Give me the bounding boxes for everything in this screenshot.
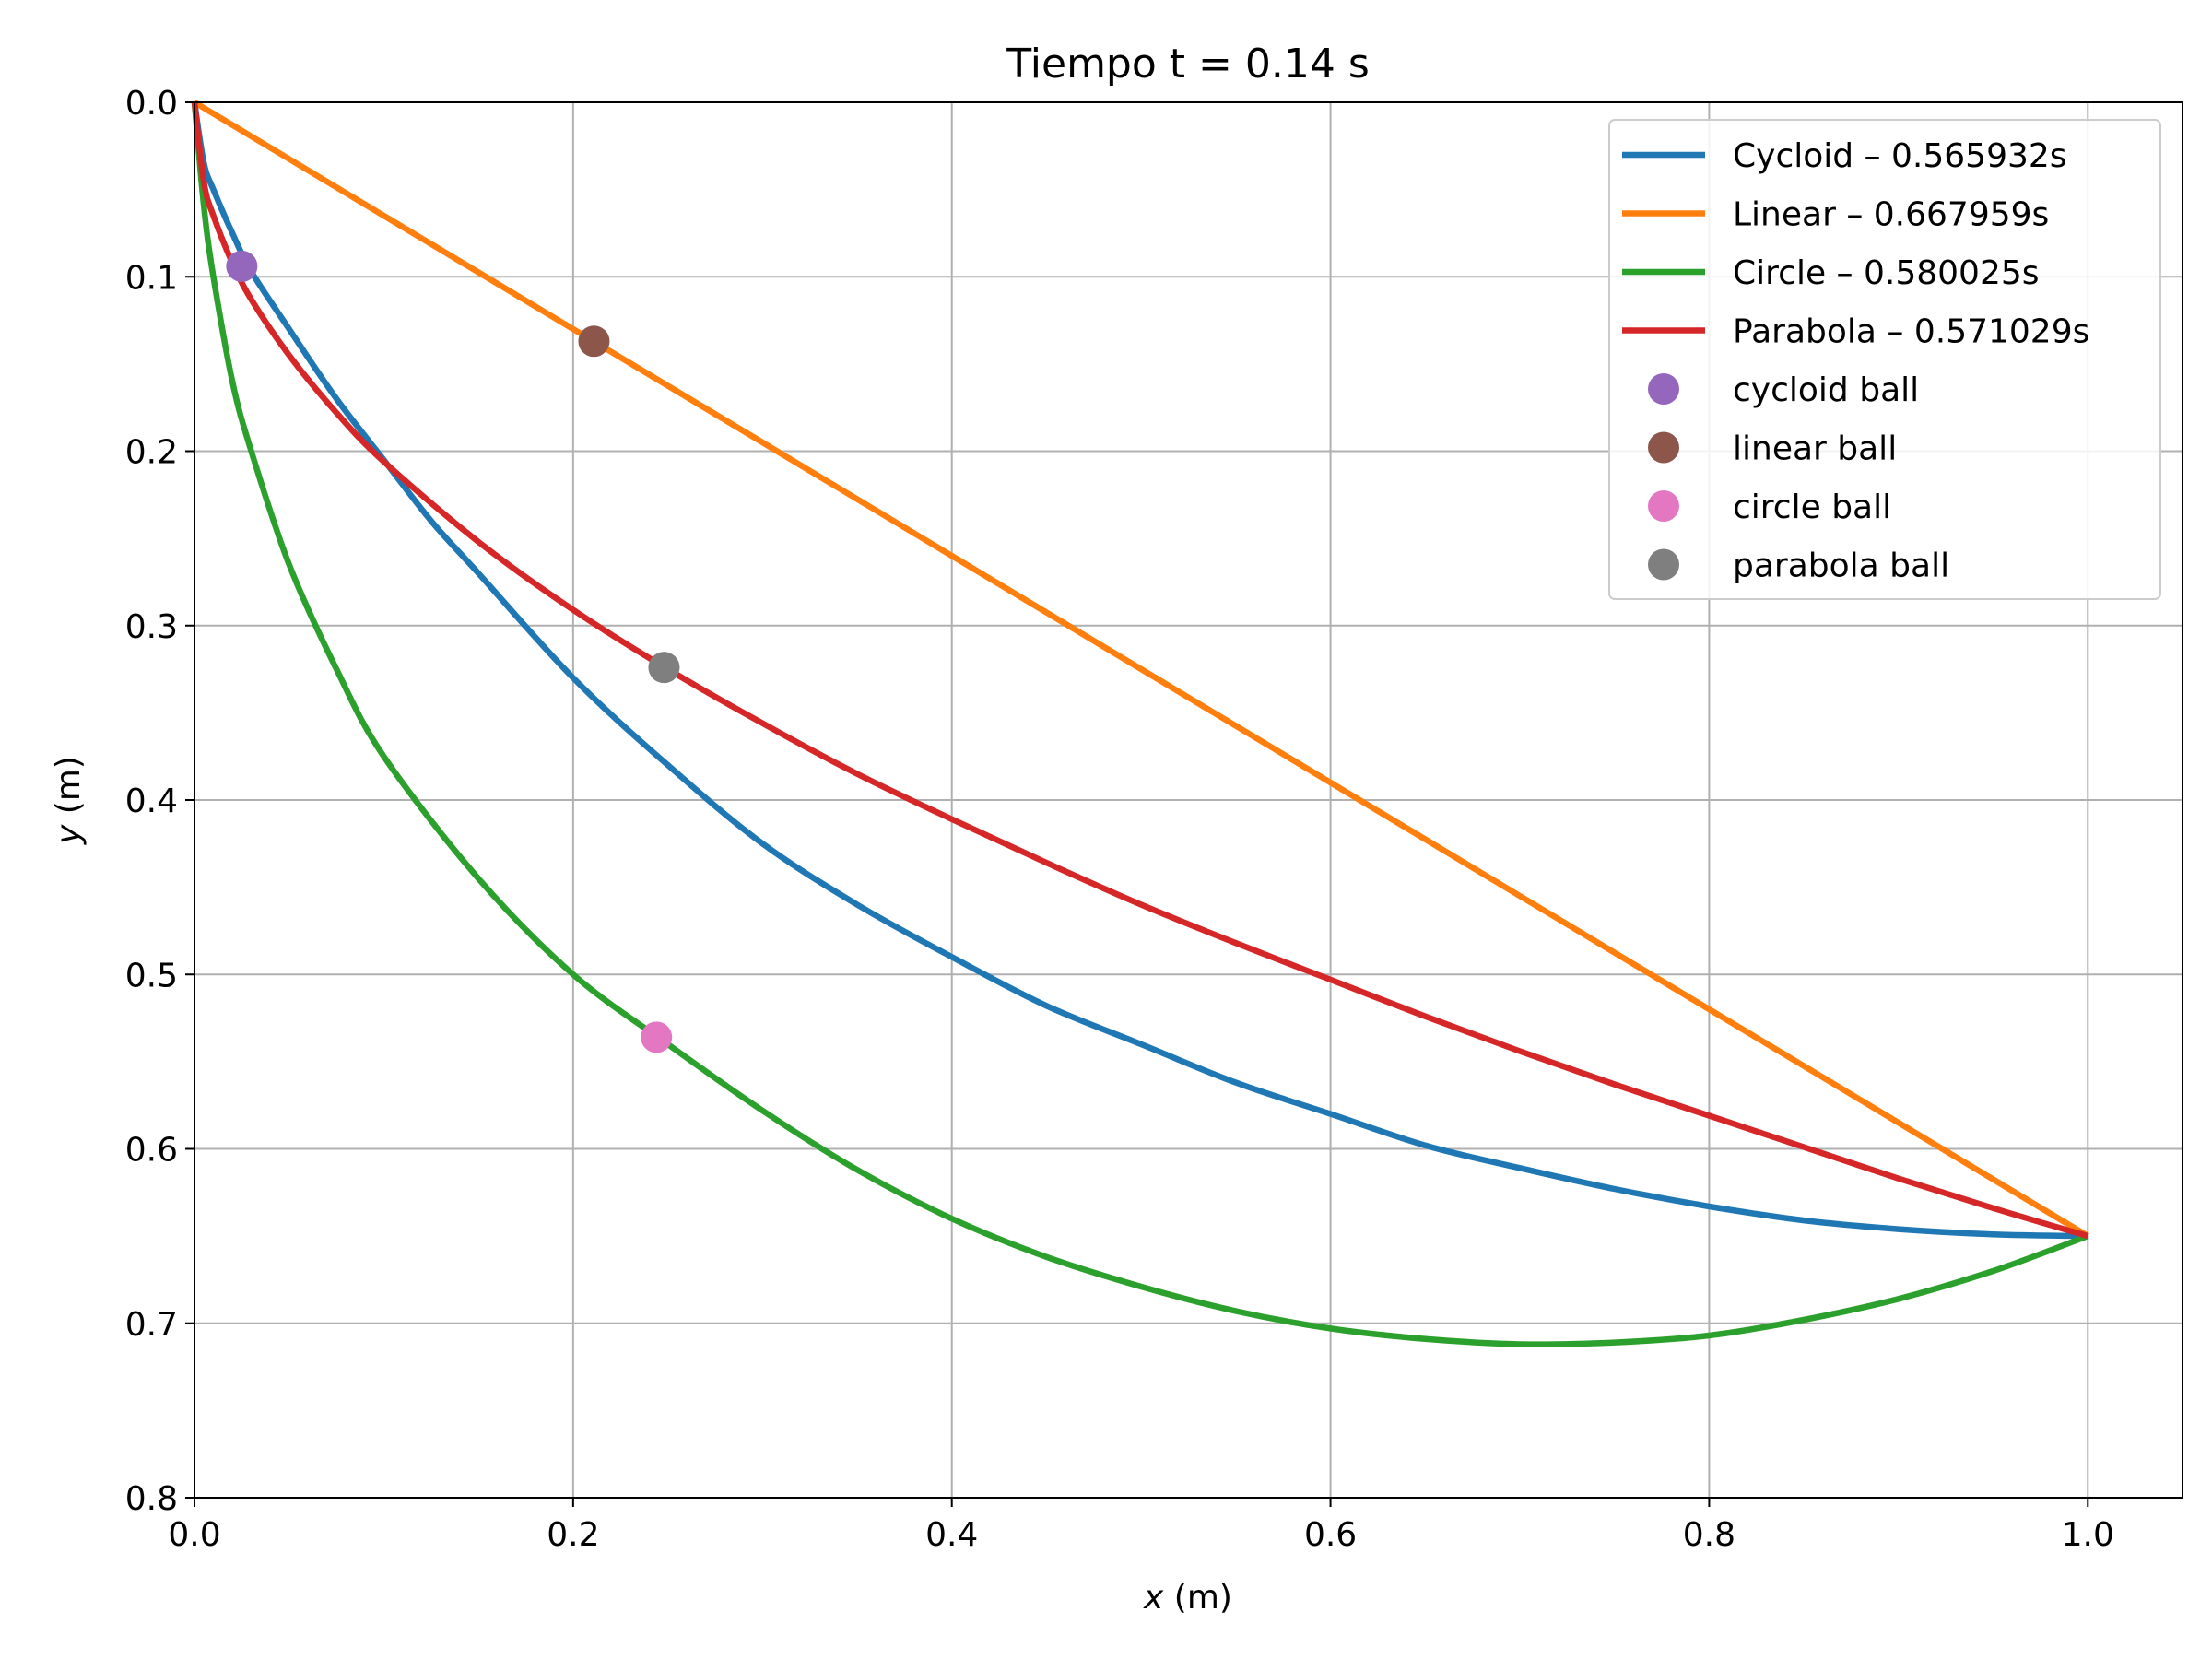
legend-box	[1608, 119, 2161, 600]
legend-label: parabola ball	[1733, 547, 1949, 585]
x-tick-label: 0.2	[547, 1516, 599, 1554]
series-line-0	[191, 101, 2088, 1240]
x-tick-label: 1.0	[2062, 1516, 2114, 1554]
y-tick-label: 0.4	[125, 782, 178, 820]
legend-label: Parabola – 0.571029s	[1733, 313, 2089, 351]
legend-marker-swatch	[1648, 373, 1679, 405]
y-axis-variable: y	[50, 824, 88, 845]
legend-label: Linear – 0.667959s	[1733, 196, 2049, 234]
x-axis-variable: x	[1143, 1579, 1164, 1617]
y-tick-label: 0.1	[125, 259, 178, 297]
legend-label: circle ball	[1733, 488, 1891, 526]
ball-marker-2	[641, 1021, 673, 1053]
x-tick-label: 0.6	[1304, 1516, 1357, 1554]
x-tick-label: 0.4	[925, 1516, 978, 1554]
y-tick-label: 0.5	[125, 957, 178, 994]
y-axis-unit: (m)	[50, 756, 88, 825]
legend-marker-swatch	[1648, 548, 1679, 581]
legend-label: Circle – 0.580025s	[1733, 254, 2040, 292]
legend-label: Cycloid – 0.565932s	[1733, 137, 2067, 175]
y-axis-label: y (m)	[50, 756, 88, 845]
plot-series	[191, 100, 2089, 1347]
legend-marker-swatch	[1648, 490, 1679, 522]
axis-ticks: 0.0 0.2 0.4 0.6 0.8 1.0 0.0 0.1 0.2 0.3 0.4 0.5 0.6 0…	[125, 85, 2114, 1554]
legend-label: linear ball	[1733, 430, 1897, 468]
x-axis-label: x (m)	[1143, 1579, 1232, 1617]
ball-marker-0	[226, 250, 258, 282]
y-tick-label: 0.0	[125, 85, 178, 123]
series-line-3	[191, 101, 2089, 1240]
y-tick-label: 0.8	[125, 1480, 178, 1518]
legend-marker-swatch	[1648, 431, 1679, 464]
legend: Cycloid – 0.565932s Linear – 0.667959s Cir…	[1608, 119, 2161, 600]
y-tick-label: 0.6	[125, 1132, 178, 1170]
x-axis-unit: (m)	[1163, 1579, 1232, 1617]
x-tick-label: 0.0	[168, 1516, 220, 1554]
legend-label: cycloid ball	[1733, 371, 1919, 409]
x-tick-label: 0.8	[1683, 1516, 1735, 1554]
y-tick-label: 0.7	[125, 1306, 178, 1344]
ball-marker-1	[578, 325, 610, 358]
chart-title: Tiempo t = 0.14 s	[1006, 41, 1370, 88]
series-line-1	[193, 100, 2089, 1239]
y-tick-label: 0.3	[125, 608, 178, 646]
series-line-2	[191, 101, 2089, 1347]
y-tick-label: 0.2	[125, 434, 178, 472]
ball-marker-3	[648, 652, 680, 684]
